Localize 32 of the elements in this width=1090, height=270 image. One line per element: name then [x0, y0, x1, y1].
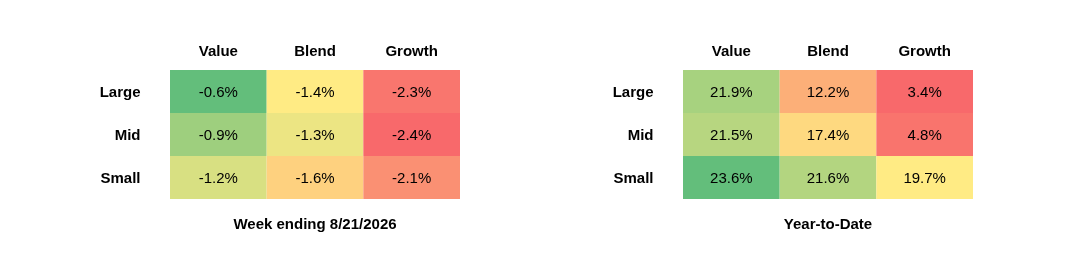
y-tick-label: Mid [114, 125, 141, 143]
text: Week ending 8/21/2026 [233, 215, 397, 232]
x-tick-label: Growth [385, 41, 438, 59]
data-label: 12.2% [806, 82, 850, 100]
x-tick-label: Value [711, 41, 751, 59]
data-label: 19.7% [903, 168, 946, 186]
data-label: -0.9% [198, 125, 238, 143]
x-tick-label: Blend [807, 41, 849, 59]
data-label: 21.9% [710, 82, 753, 100]
text: Year-to-Date [783, 215, 873, 232]
data-label: 21.6% [806, 168, 850, 186]
data-label: -1.4% [295, 82, 335, 100]
x-tick-label: Value [198, 41, 238, 59]
data-label: 3.4% [907, 82, 942, 100]
data-label: -1.3% [295, 125, 335, 143]
data-label: 17.4% [806, 125, 850, 143]
data-label: 23.6% [710, 168, 753, 186]
y-tick-label: Small [100, 168, 141, 186]
data-label: -1.2% [198, 168, 238, 186]
data-label: -2.1% [392, 168, 432, 186]
data-label: -2.4% [392, 125, 432, 143]
x-tick-label: Growth [898, 41, 951, 59]
data-label: -0.6% [198, 82, 238, 100]
data-label: -1.6% [295, 168, 335, 186]
data-label: -2.3% [392, 82, 432, 100]
y-tick-label: Mid [627, 125, 654, 143]
data-label: 4.8% [907, 125, 942, 143]
y-tick-label: Large [612, 82, 654, 100]
x-tick-label: Blend [294, 41, 336, 59]
data-label: 21.5% [710, 125, 753, 143]
y-tick-label: Small [613, 168, 654, 186]
y-tick-label: Large [99, 82, 141, 100]
